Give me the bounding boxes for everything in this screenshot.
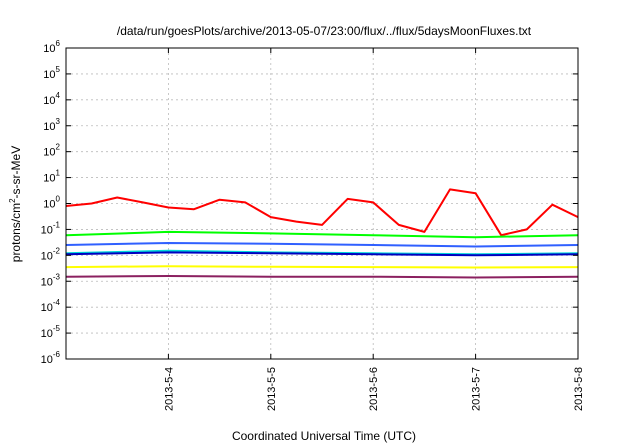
y-axis-label-superscript: 2 xyxy=(8,198,17,203)
y-tick-base: 10 xyxy=(41,328,53,340)
y-tick-label: 103 xyxy=(43,117,60,133)
y-tick-label: 104 xyxy=(43,91,60,107)
x-tick-label: 2013-5-6 xyxy=(368,367,380,411)
y-axis-label-suffix: -s-sr-MeV xyxy=(9,146,23,199)
y-tick-label: 10-3 xyxy=(41,272,61,288)
y-tick-exponent: 1 xyxy=(56,169,61,178)
y-tick-label: 10-5 xyxy=(41,324,61,340)
y-tick-label: 101 xyxy=(43,169,60,185)
series-line-2 xyxy=(65,230,579,239)
y-axis-label: protons/cm2-s-sr-MeV xyxy=(8,146,23,262)
chart-title: /data/run/goesPlots/archive/2013-05-07/2… xyxy=(117,24,532,38)
x-tick-label: 2013-5-7 xyxy=(471,367,483,411)
grid-lines xyxy=(66,48,578,359)
x-axis-ticks: 2013-5-4 2013-5-5 2013-5-6 2013-5-7 2013-5-8 xyxy=(163,48,585,411)
y-tick-label: 105 xyxy=(43,65,60,81)
y-tick-label: 102 xyxy=(43,143,60,159)
series-line-1 xyxy=(65,188,579,237)
y-tick-base: 10 xyxy=(43,199,55,211)
y-tick-base: 10 xyxy=(41,250,53,262)
y-tick-exponent: -1 xyxy=(53,220,61,229)
y-tick-exponent: 6 xyxy=(56,39,61,48)
series-line-6 xyxy=(65,265,579,269)
y-tick-base: 10 xyxy=(43,173,55,185)
y-tick-label: 106 xyxy=(43,39,60,55)
y-tick-label: 100 xyxy=(43,195,60,211)
y-tick-base: 10 xyxy=(41,302,53,314)
y-tick-exponent: -4 xyxy=(53,298,61,307)
y-tick-exponent: 2 xyxy=(56,143,61,152)
y-tick-base: 10 xyxy=(43,121,55,133)
x-tick-label: 2013-5-4 xyxy=(163,367,175,411)
y-tick-exponent: -3 xyxy=(53,272,61,281)
y-tick-label: 10-1 xyxy=(41,220,61,236)
y-tick-exponent: -5 xyxy=(53,324,61,333)
y-tick-base: 10 xyxy=(43,69,55,81)
y-tick-label: 10-2 xyxy=(41,246,61,262)
y-tick-base: 10 xyxy=(41,354,53,366)
y-axis-ticks: 10-610-510-410-310-210-11001011021031041… xyxy=(41,39,578,366)
y-tick-exponent: 0 xyxy=(56,195,61,204)
x-tick-label: 2013-5-5 xyxy=(266,367,278,411)
y-tick-label: 10-6 xyxy=(41,350,61,366)
y-tick-label: 10-4 xyxy=(41,298,61,314)
y-tick-base: 10 xyxy=(41,224,53,236)
y-tick-exponent: -2 xyxy=(53,246,61,255)
y-tick-base: 10 xyxy=(41,276,53,288)
series-line-7 xyxy=(65,275,579,279)
series-lines xyxy=(65,188,579,279)
x-axis-label: Coordinated Universal Time (UTC) xyxy=(232,429,416,443)
series-line-5 xyxy=(65,251,579,257)
x-tick-label: 2013-5-8 xyxy=(573,367,585,411)
y-tick-base: 10 xyxy=(43,95,55,107)
y-tick-exponent: -6 xyxy=(53,350,61,359)
y-tick-exponent: 5 xyxy=(56,65,61,74)
y-tick-exponent: 4 xyxy=(56,91,61,100)
series-line-4 xyxy=(65,242,579,248)
y-tick-exponent: 3 xyxy=(56,117,61,126)
y-axis-label-prefix: protons/cm xyxy=(9,203,23,262)
y-tick-base: 10 xyxy=(43,147,55,159)
y-tick-base: 10 xyxy=(43,43,55,55)
